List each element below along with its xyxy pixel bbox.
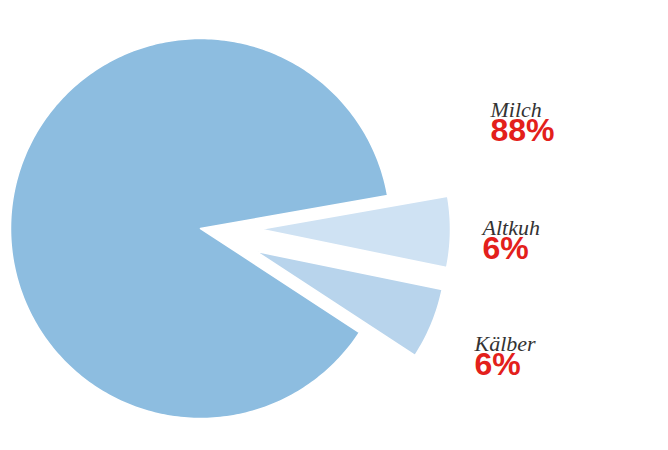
- svg-text:Kälber: Kälber: [474, 330, 536, 356]
- svg-text:6%: 6%: [475, 346, 521, 382]
- svg-text:Milch: Milch: [490, 96, 542, 122]
- svg-text:Altkuh: Altkuh: [482, 214, 540, 240]
- svg-text:6%: 6%: [483, 230, 529, 266]
- svg-text:88%: 88%: [491, 112, 555, 148]
